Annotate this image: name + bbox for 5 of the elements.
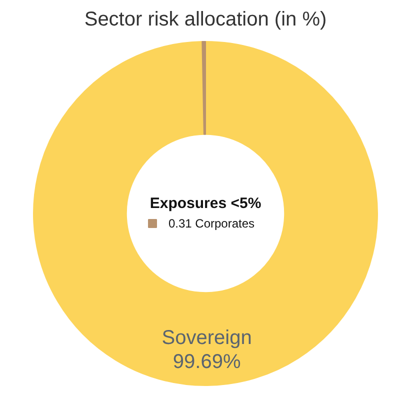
data-label: 99.69% [172,351,241,374]
chart-title: Sector risk allocation (in %) [84,8,327,30]
text: Exposures <5% [150,195,262,212]
slice-label: Sovereign [162,327,252,350]
legend-label: 0.31 Corporates [168,216,255,230]
